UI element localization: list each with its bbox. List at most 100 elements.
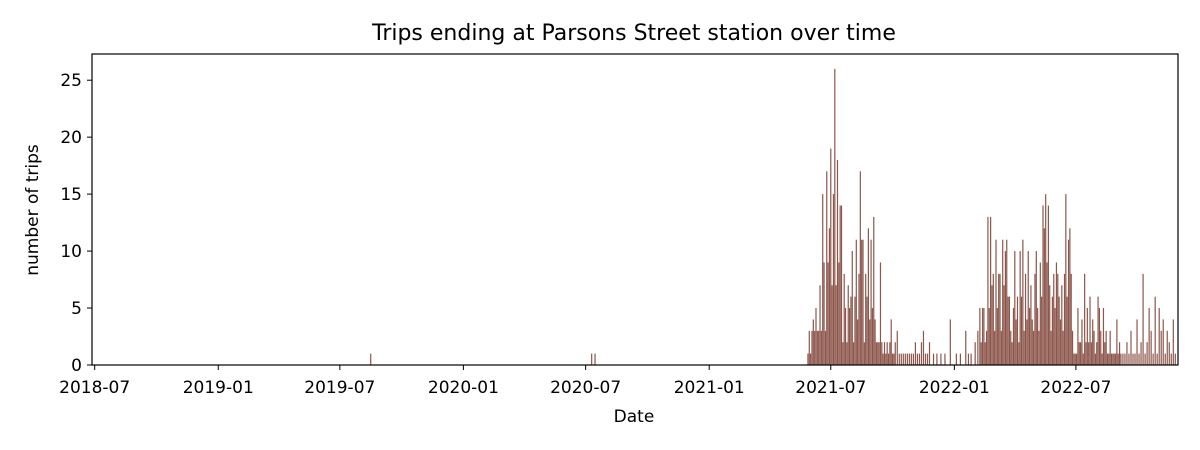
bar — [928, 342, 931, 365]
bar — [1077, 308, 1079, 365]
bar — [1170, 353, 1172, 365]
bar — [1010, 330, 1012, 365]
bar — [863, 342, 865, 365]
x-tick-label: 2020-07 — [550, 378, 621, 398]
bar — [824, 330, 826, 365]
bar — [985, 330, 988, 365]
bar — [912, 353, 914, 365]
bar — [881, 342, 883, 365]
bar — [916, 353, 919, 365]
chart-title: Trips ending at Parsons Street station o… — [371, 21, 896, 46]
bar — [1071, 330, 1074, 365]
bar — [810, 353, 812, 365]
bar — [855, 239, 857, 365]
bar — [1046, 262, 1048, 365]
bar — [936, 353, 938, 365]
bar — [862, 239, 864, 365]
x-tick-label: 2020-01 — [428, 378, 499, 398]
bar — [839, 205, 841, 365]
bar — [1085, 342, 1087, 365]
bar — [866, 296, 868, 365]
bar — [1011, 342, 1013, 365]
bar — [1027, 251, 1029, 365]
bar — [955, 353, 957, 365]
bar — [900, 353, 902, 365]
bar — [1075, 353, 1078, 365]
bar — [1055, 262, 1058, 365]
bar — [865, 273, 867, 365]
plot-frame — [91, 53, 1179, 366]
bar — [965, 330, 967, 365]
bar — [840, 205, 843, 365]
bar — [836, 159, 839, 365]
bar — [1057, 273, 1059, 365]
bar — [1023, 330, 1025, 365]
bar — [831, 285, 833, 365]
x-ticks: 2018-07 2019-01 2019-07 2020-01 2020-07 2021-… — [59, 365, 1111, 398]
bar — [1024, 273, 1027, 365]
bar — [889, 342, 891, 365]
bar — [891, 353, 894, 365]
bar — [823, 262, 825, 365]
bar — [1059, 319, 1062, 365]
bar — [1148, 308, 1150, 365]
bar — [906, 353, 908, 365]
x-tick-label: 2019-07 — [304, 378, 375, 398]
bar — [1162, 319, 1164, 365]
bar — [1134, 353, 1136, 365]
bar — [1106, 353, 1109, 365]
bar — [970, 353, 972, 365]
bar — [984, 342, 986, 365]
bar — [886, 342, 888, 365]
bar — [1117, 353, 1119, 365]
bar — [1116, 319, 1118, 365]
bar — [924, 353, 927, 365]
bar — [878, 342, 880, 365]
bar — [926, 353, 929, 365]
bar — [814, 330, 816, 365]
bar — [991, 285, 993, 365]
bar — [1089, 296, 1091, 365]
bar — [1081, 319, 1083, 365]
bar — [1018, 342, 1020, 365]
bar — [1012, 308, 1015, 365]
bar — [594, 353, 596, 365]
bar — [1097, 296, 1099, 365]
bar — [815, 308, 817, 365]
bar — [1144, 353, 1146, 365]
bar — [887, 353, 890, 365]
bar — [854, 296, 856, 365]
bar — [1053, 273, 1055, 365]
y-tick-label: 20 — [60, 128, 82, 148]
bar — [1164, 353, 1166, 365]
bar — [902, 353, 904, 365]
bar — [996, 308, 998, 365]
x-tick-label: 2022-01 — [919, 378, 990, 398]
bar — [851, 251, 853, 365]
bar — [885, 353, 887, 365]
bar — [1020, 296, 1023, 365]
bar — [1160, 330, 1162, 365]
bar — [816, 330, 818, 365]
x-axis-label: Date — [614, 407, 655, 427]
x-tick-label: 2019-01 — [183, 378, 254, 398]
bar — [874, 319, 876, 365]
bar — [949, 319, 951, 365]
bar — [1086, 308, 1088, 365]
bar — [1034, 273, 1036, 365]
bar — [1172, 319, 1174, 365]
bar — [908, 353, 910, 365]
bar — [857, 319, 859, 365]
bar — [1014, 251, 1016, 365]
bar — [867, 228, 869, 365]
bar — [877, 342, 879, 365]
bar — [980, 342, 982, 365]
bar — [1100, 330, 1102, 365]
bar — [1138, 353, 1140, 365]
bar — [983, 308, 985, 365]
bar — [1016, 296, 1019, 365]
bar — [1049, 285, 1051, 365]
bar — [826, 171, 828, 365]
bar — [850, 296, 852, 365]
bar — [1084, 273, 1086, 365]
